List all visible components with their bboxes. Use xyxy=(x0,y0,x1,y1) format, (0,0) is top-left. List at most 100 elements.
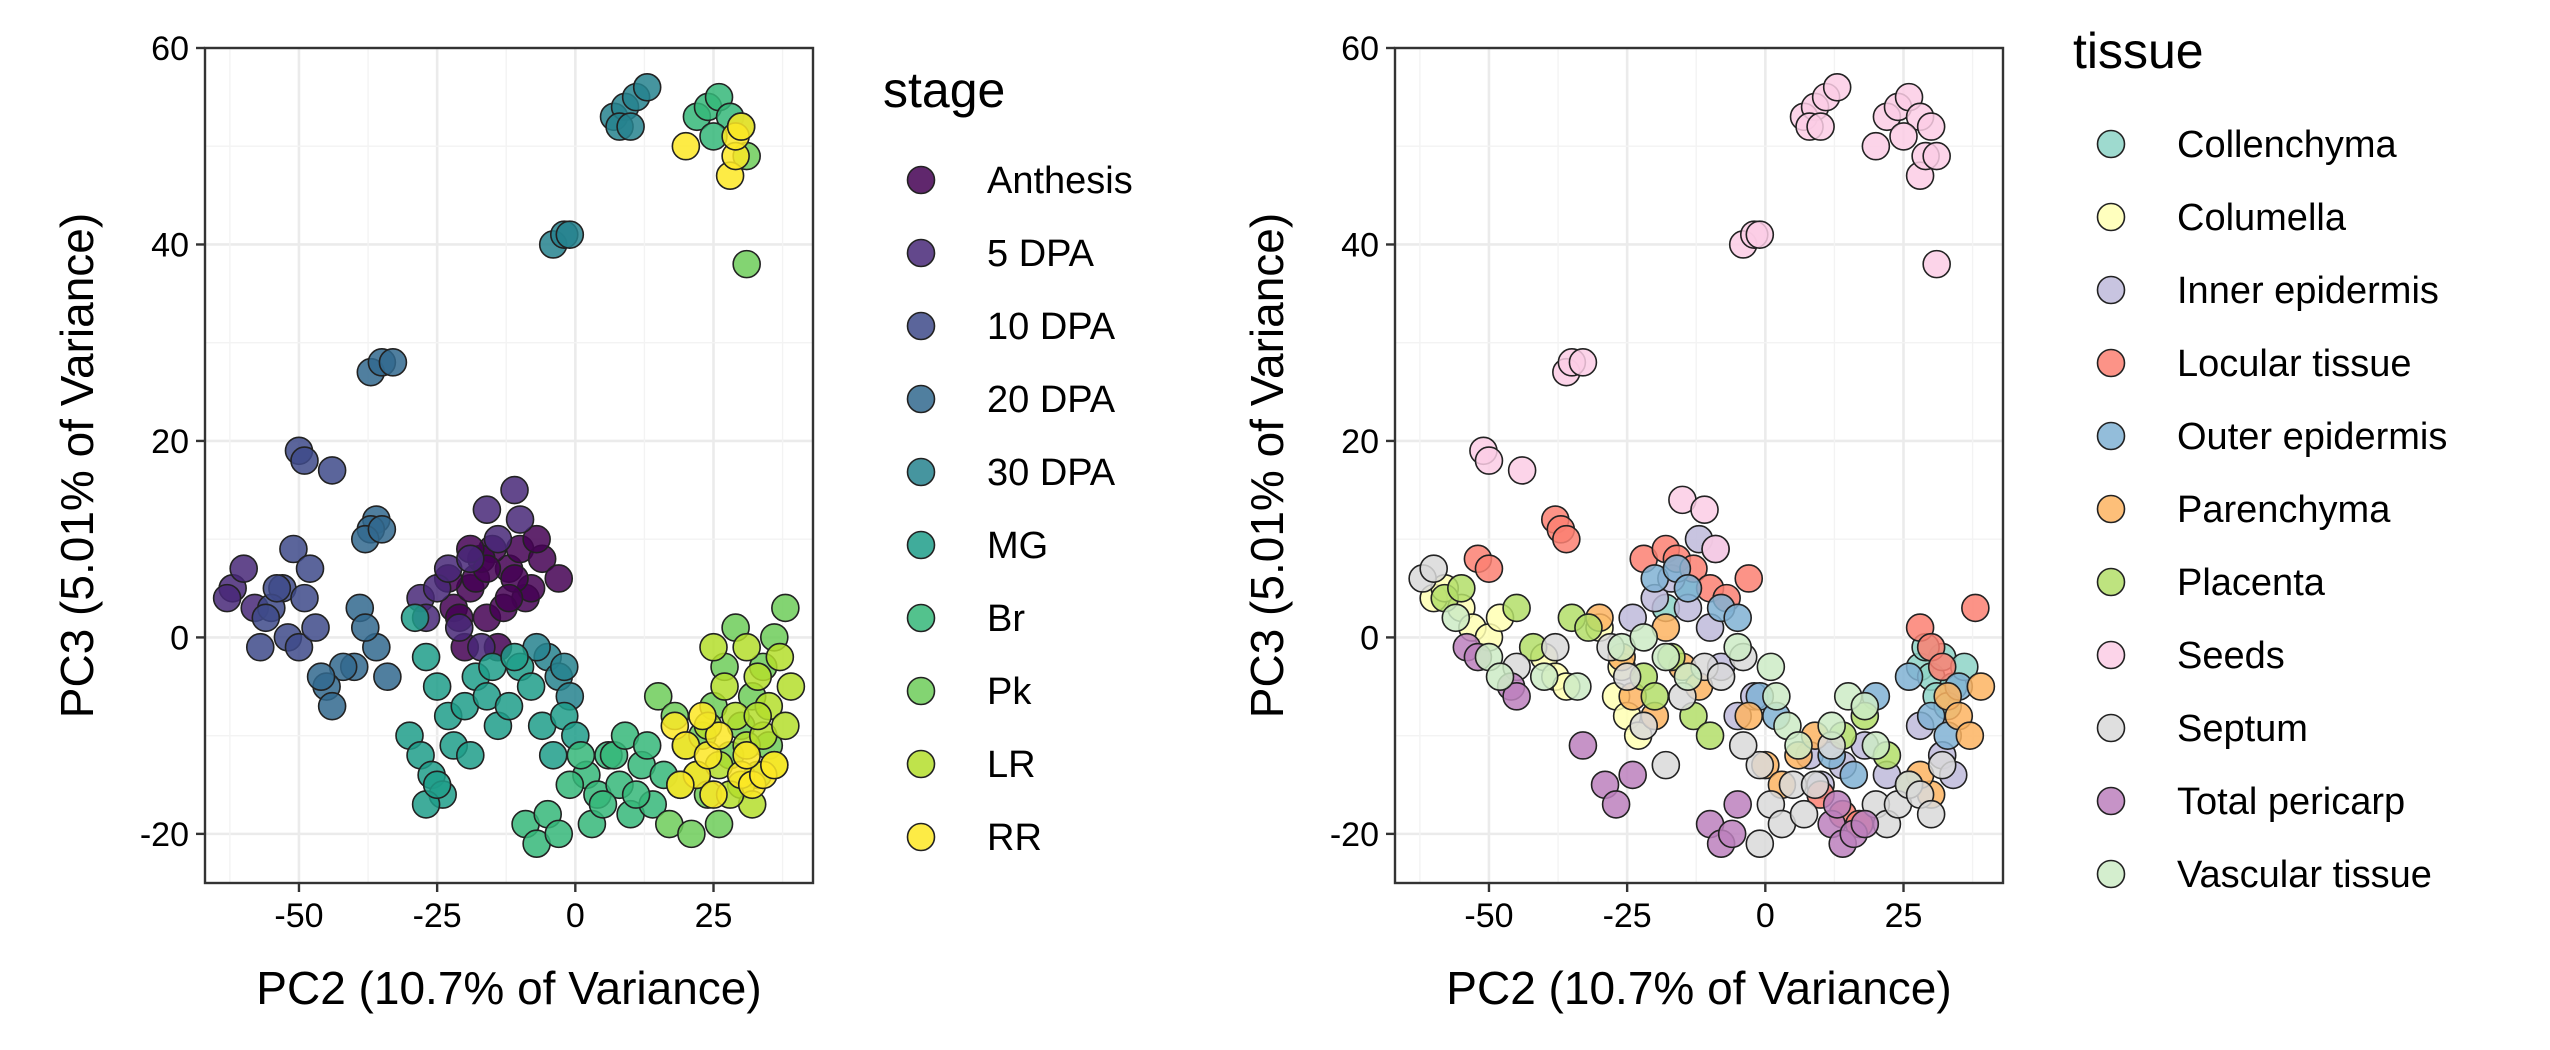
data-point xyxy=(1894,662,1924,692)
data-point xyxy=(1568,348,1598,377)
data-point xyxy=(643,682,673,711)
data-point xyxy=(1502,682,1531,711)
legend-label: LR xyxy=(987,744,1036,786)
data-point xyxy=(522,524,551,554)
data-point xyxy=(771,711,800,741)
data-point xyxy=(1734,701,1764,731)
y-tick-label: 60 xyxy=(1341,30,1379,68)
legend-label: 10 DPA xyxy=(987,306,1116,348)
data-point xyxy=(1922,249,1951,279)
legend-key xyxy=(2096,713,2126,743)
data-point xyxy=(549,652,579,682)
data-point xyxy=(1485,662,1515,692)
x-tick-label: -25 xyxy=(1603,897,1652,935)
x-tick-label: 25 xyxy=(1885,897,1923,935)
data-point xyxy=(760,750,789,780)
data-points xyxy=(212,72,806,859)
data-point xyxy=(317,456,347,485)
data-point xyxy=(1822,72,1852,102)
data-point xyxy=(1629,711,1659,741)
data-point xyxy=(1745,750,1775,780)
data-point xyxy=(771,593,800,623)
data-point xyxy=(666,770,695,800)
data-point xyxy=(1540,632,1570,662)
data-point xyxy=(1789,799,1819,829)
legend-label: Collenchyma xyxy=(2177,124,2398,166)
data-point xyxy=(400,603,430,633)
data-point xyxy=(1563,672,1592,701)
data-point xyxy=(295,554,325,583)
data-point xyxy=(317,691,347,721)
data-point xyxy=(1762,682,1791,711)
data-point xyxy=(1502,593,1531,623)
legend-key xyxy=(2096,786,2126,816)
data-point xyxy=(1474,554,1504,583)
data-point xyxy=(1806,112,1835,141)
data-point xyxy=(1916,799,1946,829)
x-tick-label: -50 xyxy=(274,897,323,935)
y-tick-label: 0 xyxy=(1360,619,1379,657)
data-point xyxy=(1706,662,1736,692)
data-point xyxy=(290,583,319,613)
data-point xyxy=(632,72,662,102)
legend-key xyxy=(906,530,936,560)
data-point xyxy=(1529,662,1559,692)
data-point xyxy=(1629,623,1659,652)
legend-key xyxy=(906,384,936,414)
legend-label: Placenta xyxy=(2177,562,2326,604)
data-point xyxy=(1723,632,1752,662)
data-point xyxy=(1822,790,1852,819)
y-tick-label: -20 xyxy=(1330,816,1379,854)
data-point xyxy=(1861,731,1891,760)
data-point xyxy=(1916,112,1946,141)
data-point xyxy=(726,112,756,141)
data-point xyxy=(1889,122,1918,151)
data-point xyxy=(279,534,308,564)
legend-key xyxy=(906,603,936,633)
data-point xyxy=(1955,721,1985,750)
data-point xyxy=(245,632,275,662)
data-point xyxy=(1507,456,1537,485)
y-tick-label: 40 xyxy=(1341,226,1379,264)
data-point xyxy=(306,662,336,692)
data-point xyxy=(516,672,546,701)
data-point xyxy=(677,819,706,849)
data-point xyxy=(743,701,773,731)
x-tick-label: 25 xyxy=(695,897,733,935)
data-point xyxy=(544,564,574,593)
data-point xyxy=(1800,770,1830,800)
y-tick-label: 40 xyxy=(151,226,189,264)
tissue-panel: -50 -25 0 25 -20 0 20 40 60 PC2 (10.7% of Varianc… xyxy=(1241,23,2447,1014)
y-axis-title: PC3 (5.01% of Variance) xyxy=(1241,213,1293,718)
data-point xyxy=(544,819,574,849)
data-point xyxy=(500,475,529,505)
data-point xyxy=(566,740,596,770)
data-point xyxy=(1701,534,1730,564)
data-point xyxy=(1927,750,1957,780)
panel-border xyxy=(203,46,815,885)
y-tick-label: 20 xyxy=(151,423,189,461)
data-point xyxy=(229,554,258,583)
data-point xyxy=(555,220,585,249)
data-point xyxy=(301,613,330,642)
data-point xyxy=(500,642,529,672)
legend-key xyxy=(2096,640,2126,670)
legend-key xyxy=(906,311,936,341)
data-point xyxy=(456,740,485,770)
data-point xyxy=(1922,141,1951,171)
legend-label: Outer epidermis xyxy=(2177,416,2447,458)
legend-label: Inner epidermis xyxy=(2177,270,2439,312)
legend-label: Anthesis xyxy=(987,160,1133,202)
y-tick-label: 60 xyxy=(151,30,189,68)
data-point xyxy=(251,603,281,633)
legend-label: Columella xyxy=(2177,197,2347,239)
legend-key xyxy=(2096,275,2126,305)
legend-key xyxy=(2096,348,2126,378)
data-point xyxy=(1690,495,1719,525)
data-point xyxy=(1568,731,1598,760)
data-point xyxy=(555,770,585,800)
data-point xyxy=(1927,652,1957,682)
data-point xyxy=(284,632,314,662)
legend-label: 20 DPA xyxy=(987,379,1116,421)
data-point xyxy=(732,249,761,279)
